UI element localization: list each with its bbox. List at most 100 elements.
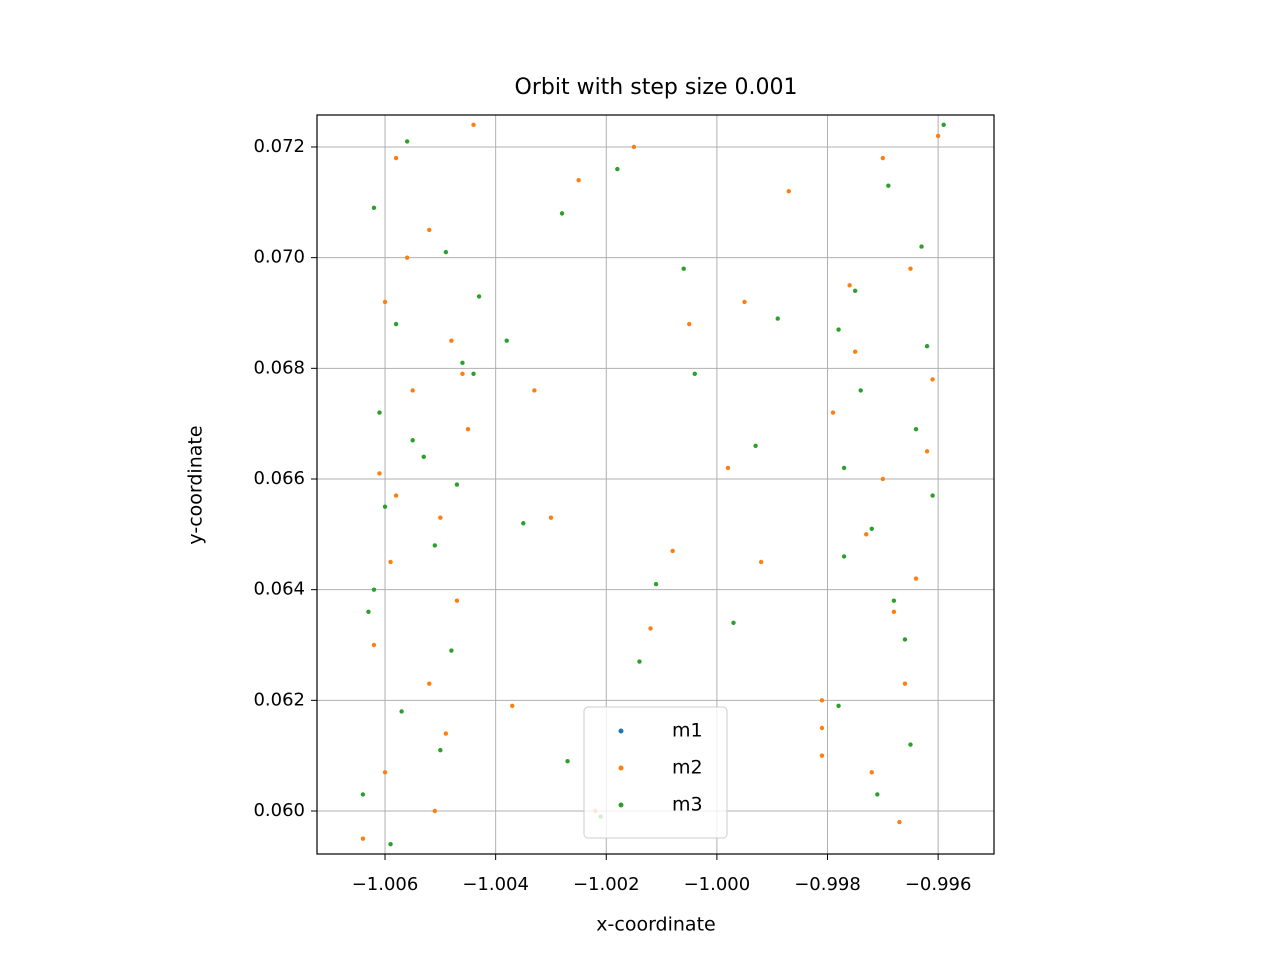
point (902, 681, 908, 686)
point (637, 659, 642, 664)
point (858, 388, 863, 393)
legend-marker (618, 765, 624, 771)
chart-title: Orbit with step size 0.001 (515, 75, 798, 100)
point (880, 476, 886, 482)
point (565, 759, 570, 764)
point (775, 316, 780, 321)
point (670, 548, 675, 554)
legend-marker (618, 802, 624, 808)
y-tick-label: 0.060 (253, 800, 305, 821)
point (404, 255, 410, 260)
point (924, 449, 930, 454)
point (471, 371, 476, 377)
point (360, 836, 366, 841)
point (399, 709, 404, 714)
legend-label: m1 (672, 720, 703, 742)
point (504, 338, 509, 343)
point (864, 532, 869, 537)
point (371, 587, 377, 592)
point (930, 377, 935, 382)
point (753, 443, 758, 448)
point (919, 244, 924, 249)
point (615, 166, 620, 172)
point (532, 388, 537, 393)
point (559, 211, 565, 216)
point (653, 581, 659, 587)
point (897, 819, 902, 825)
point (681, 266, 686, 271)
point (913, 576, 919, 581)
point (836, 327, 841, 332)
point (830, 410, 836, 415)
point (432, 543, 438, 548)
point (841, 554, 847, 559)
point (432, 808, 438, 814)
point (443, 249, 449, 255)
point (891, 609, 897, 614)
point (465, 426, 471, 432)
point (377, 410, 382, 415)
plot-frame (316, 114, 995, 855)
point (366, 609, 371, 614)
legend-label: m3 (672, 794, 703, 816)
legend-box (583, 706, 728, 839)
point (360, 792, 366, 797)
x-tick-label: −0.998 (794, 874, 861, 895)
point (548, 515, 554, 520)
point (393, 155, 399, 161)
legend-label: m2 (672, 757, 703, 779)
point (421, 454, 426, 460)
point (819, 698, 825, 703)
point (443, 731, 449, 736)
x-axis-label: x-coordinate (596, 914, 715, 936)
point (819, 753, 825, 758)
point (382, 504, 388, 509)
point (852, 349, 858, 354)
y-tick-label: 0.070 (253, 247, 305, 268)
point (393, 321, 399, 327)
point (891, 598, 897, 603)
point (510, 703, 515, 709)
point (410, 438, 415, 443)
point (371, 642, 377, 648)
point (731, 620, 736, 626)
point (687, 321, 692, 327)
x-tick-label: −1.006 (352, 874, 419, 895)
point (449, 338, 454, 343)
point (438, 747, 443, 753)
y-axis-label: y-coordinate (185, 425, 207, 544)
point (902, 637, 908, 642)
point (880, 155, 886, 161)
point (476, 294, 482, 299)
point (852, 288, 858, 294)
point (758, 559, 764, 565)
point (908, 742, 913, 747)
point (471, 122, 476, 128)
y-tick-label: 0.068 (253, 357, 305, 378)
point (913, 426, 919, 432)
point (377, 471, 382, 476)
y-tick-label: 0.062 (253, 689, 305, 710)
point (648, 626, 653, 631)
point (521, 521, 526, 526)
point (427, 227, 432, 233)
point (941, 122, 946, 128)
point (886, 183, 891, 188)
point (427, 681, 432, 686)
point (935, 133, 941, 139)
point (836, 703, 841, 709)
point (410, 388, 415, 393)
point (454, 598, 460, 603)
point (819, 725, 825, 731)
point (786, 189, 791, 194)
point (404, 139, 410, 144)
point (460, 360, 465, 365)
point (371, 205, 377, 211)
point (449, 648, 454, 653)
point (388, 842, 393, 847)
point (454, 482, 460, 487)
y-tick-label: 0.072 (253, 136, 305, 157)
x-tick-label: −1.002 (573, 874, 640, 895)
point (725, 465, 731, 471)
